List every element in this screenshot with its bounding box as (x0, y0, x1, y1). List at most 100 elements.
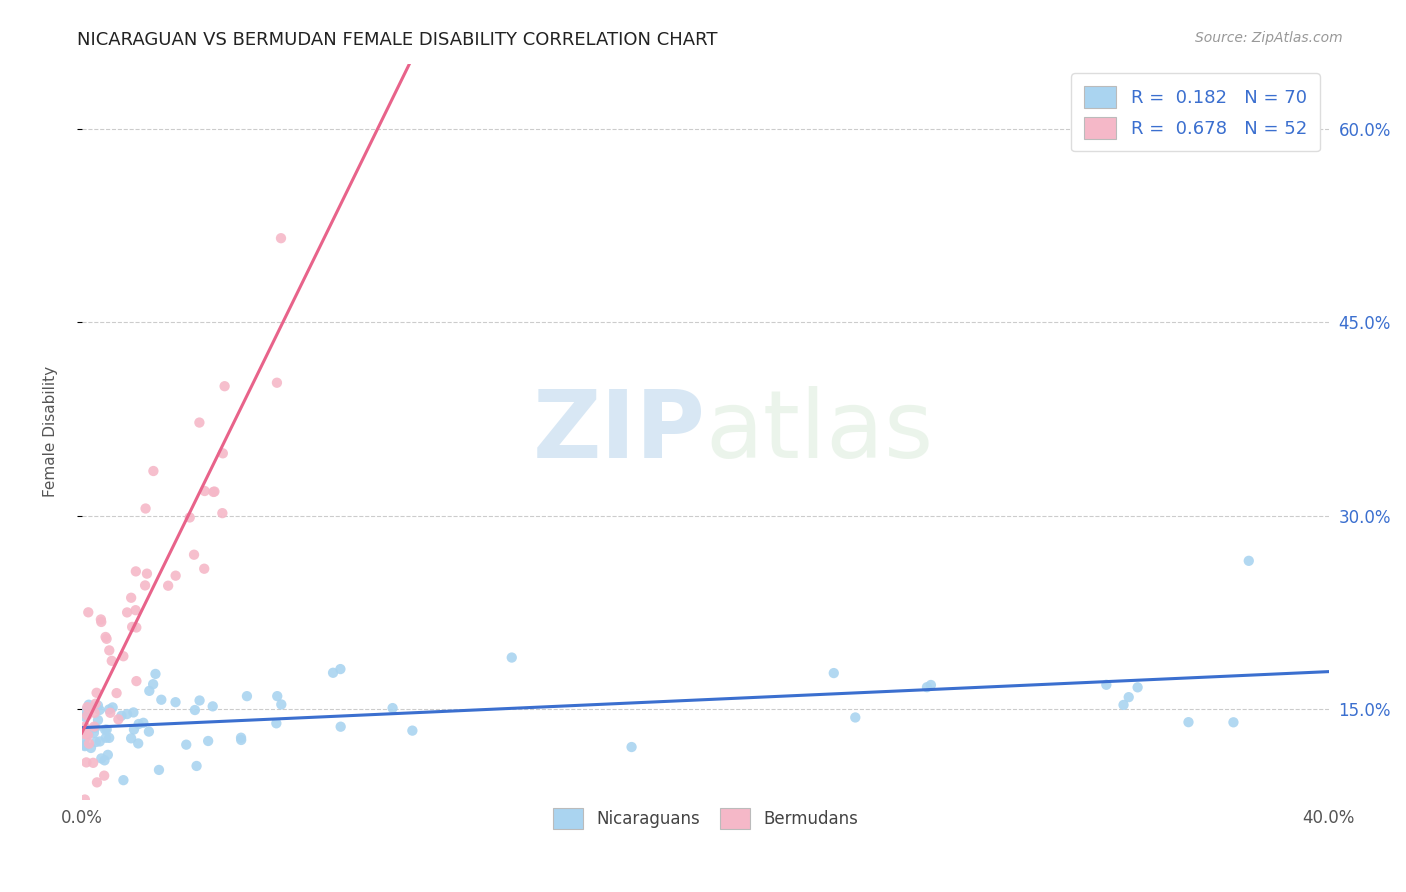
Point (125, 674, 148, 689)
Point (84, 697, 107, 711)
Point (73, 739, 96, 753)
Point (73, 727, 96, 741)
Point (1177, 715, 1199, 730)
Point (121, 620, 143, 634)
Point (122, 723, 145, 737)
Point (77, 605, 100, 619)
Point (202, 485, 225, 500)
Point (105, 686, 128, 700)
Point (82, 756, 104, 770)
Point (100, 654, 122, 668)
Point (107, 712, 129, 726)
Text: atlas: atlas (706, 386, 934, 478)
Point (266, 689, 288, 703)
Point (77, 727, 100, 741)
Point (94, 723, 117, 737)
Point (204, 484, 226, 499)
Point (148, 763, 170, 777)
Legend: Nicaraguans, Bermudans: Nicaraguans, Bermudans (546, 802, 865, 835)
Point (188, 416, 211, 430)
Point (135, 501, 157, 516)
Point (229, 731, 252, 745)
Point (83, 726, 105, 740)
Point (211, 446, 233, 460)
Point (96, 723, 118, 737)
Point (86, 775, 108, 789)
Point (93, 753, 115, 767)
Point (98, 706, 121, 720)
Point (115, 606, 138, 620)
Point (87, 698, 110, 713)
Point (145, 667, 167, 681)
Point (501, 650, 523, 665)
Point (90, 612, 112, 626)
Point (201, 699, 224, 714)
Point (214, 379, 236, 393)
Point (110, 708, 132, 723)
Point (329, 720, 352, 734)
Point (73, 731, 96, 746)
Point (80, 741, 103, 756)
Point (920, 678, 942, 692)
Point (165, 568, 187, 582)
Point (184, 703, 207, 717)
Point (97, 747, 120, 762)
Text: NICARAGUAN VS BERMUDAN FEMALE DISABILITY CORRELATION CHART: NICARAGUAN VS BERMUDAN FEMALE DISABILITY… (77, 31, 718, 49)
Point (174, 738, 197, 752)
Point (136, 566, 159, 581)
Point (75, 756, 97, 770)
Point (76, 700, 98, 714)
Point (1095, 678, 1118, 692)
Point (73, 710, 96, 724)
Point (89, 734, 111, 748)
Point (157, 579, 180, 593)
Point (98, 731, 121, 745)
Point (73, 704, 96, 718)
Point (77, 698, 100, 712)
Point (186, 759, 208, 773)
Point (127, 736, 149, 750)
Point (1126, 681, 1149, 695)
Point (236, 689, 259, 703)
Point (90, 615, 112, 629)
Point (1222, 715, 1244, 730)
Point (270, 698, 292, 712)
Y-axis label: Female Disability: Female Disability (44, 367, 58, 498)
Point (823, 666, 845, 681)
Point (183, 548, 205, 562)
Point (122, 706, 145, 720)
Point (101, 700, 124, 714)
Point (1112, 698, 1135, 712)
Point (401, 723, 423, 738)
Point (194, 483, 217, 498)
Point (844, 710, 866, 724)
Point (98, 702, 121, 716)
Point (188, 693, 211, 707)
Point (83, 720, 105, 734)
Point (150, 692, 173, 706)
Point (231, 733, 253, 747)
Point (112, 649, 135, 664)
Point (120, 731, 142, 746)
Point (86, 686, 108, 700)
Point (138, 724, 160, 739)
Point (165, 695, 187, 709)
Point (179, 510, 201, 524)
Point (142, 464, 165, 478)
Point (98, 643, 121, 657)
Point (94, 630, 117, 644)
Point (266, 376, 288, 390)
Point (84, 721, 107, 735)
Point (381, 701, 404, 715)
Point (915, 680, 938, 694)
Point (1237, 554, 1260, 568)
Point (193, 562, 215, 576)
Point (128, 717, 150, 731)
Point (620, 739, 643, 754)
Point (125, 620, 148, 634)
Point (1118, 690, 1140, 705)
Point (138, 684, 160, 698)
Point (115, 707, 138, 722)
Point (120, 591, 142, 605)
Point (77, 728, 100, 742)
